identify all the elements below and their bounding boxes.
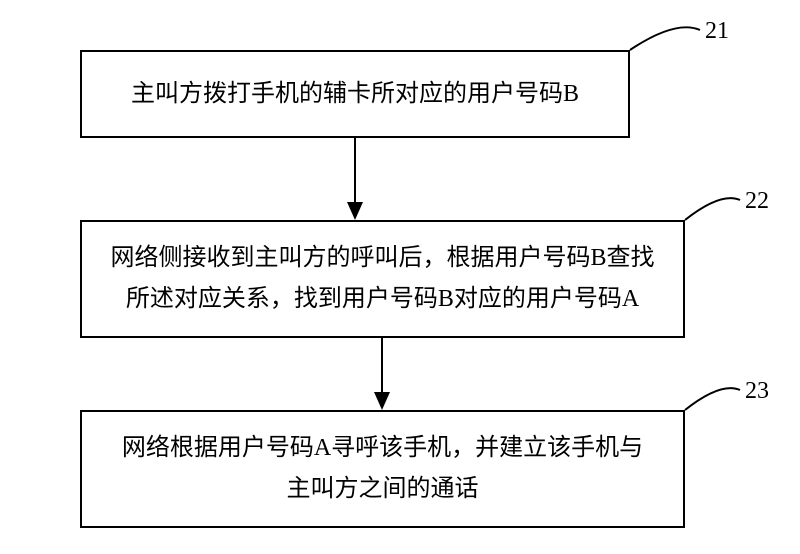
callout-label-21: 21 — [705, 18, 729, 45]
callout-22 — [680, 195, 745, 225]
callout-label-23: 23 — [745, 378, 769, 405]
step-text: 主叫方拨打手机的辅卡所对应的用户号码B — [110, 74, 600, 115]
step-text: 网络根据用户号码A寻呼该手机，并建立该手机与主叫方之间的通话 — [110, 428, 655, 510]
flowchart-canvas: 主叫方拨打手机的辅卡所对应的用户号码B 网络侧接收到主叫方的呼叫后，根据用户号码B… — [0, 0, 800, 554]
callout-label-22: 22 — [745, 188, 769, 215]
flowchart-step-b21: 主叫方拨打手机的辅卡所对应的用户号码B — [80, 50, 630, 138]
callout-23 — [680, 385, 745, 415]
arrow-b21-b22 — [345, 138, 365, 220]
flowchart-step-b22: 网络侧接收到主叫方的呼叫后，根据用户号码B查找所述对应关系，找到用户号码B对应的… — [80, 220, 685, 338]
step-text: 网络侧接收到主叫方的呼叫后，根据用户号码B查找所述对应关系，找到用户号码B对应的… — [110, 238, 655, 320]
arrow-b22-b23 — [372, 338, 392, 410]
callout-21 — [625, 25, 705, 55]
flowchart-step-b23: 网络根据用户号码A寻呼该手机，并建立该手机与主叫方之间的通话 — [80, 410, 685, 528]
